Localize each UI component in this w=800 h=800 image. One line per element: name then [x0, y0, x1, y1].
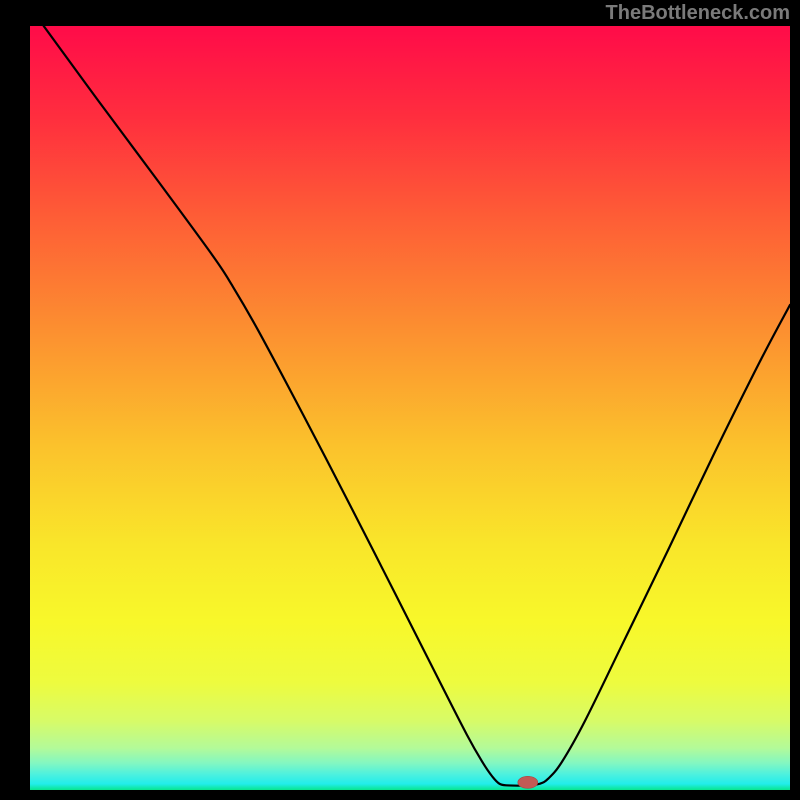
bottleneck-chart — [30, 26, 790, 790]
watermark-text: TheBottleneck.com — [606, 2, 790, 25]
optimal-point-marker — [518, 776, 538, 788]
chart-frame: TheBottleneck.com — [0, 0, 800, 800]
gradient-background — [30, 26, 790, 790]
